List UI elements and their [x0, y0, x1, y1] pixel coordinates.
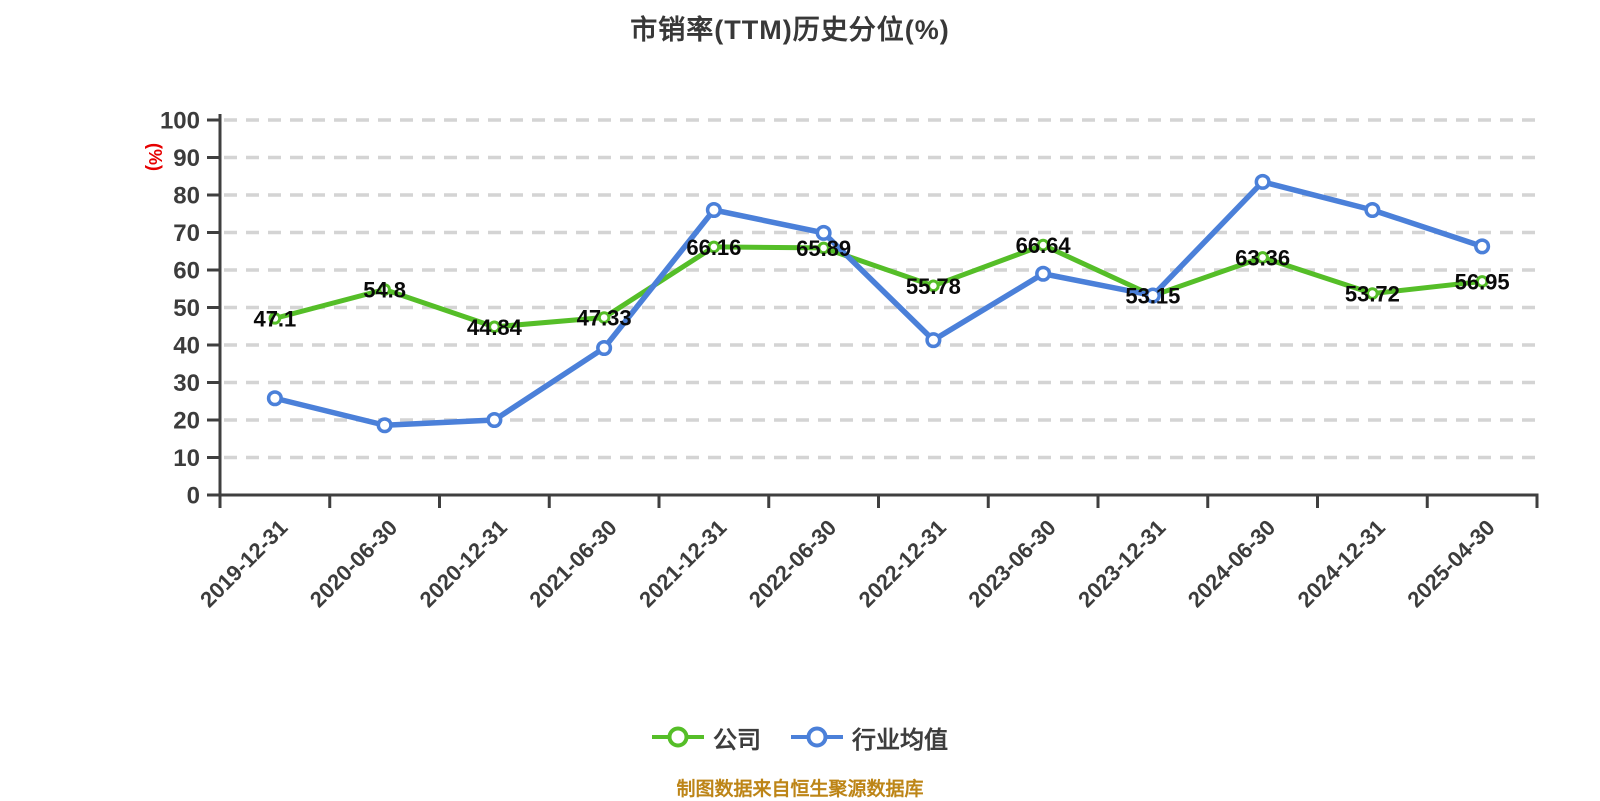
- y-axis-label: 50: [173, 295, 200, 322]
- data-label: 65.89: [796, 236, 851, 261]
- data-point-industry-average-10[interactable]: [1364, 201, 1381, 219]
- data-label: 47.1: [253, 306, 296, 331]
- data-label: 63.36: [1235, 245, 1290, 270]
- x-axis-label: 2024-12-31: [1293, 515, 1390, 612]
- x-axis-label: 2019-12-31: [195, 515, 292, 612]
- data-label: 54.8: [363, 278, 406, 303]
- y-axis-label: 30: [173, 370, 200, 397]
- legend-item-company[interactable]: 公司: [652, 720, 761, 755]
- legend-item-industry-average[interactable]: 行业均值: [791, 720, 948, 755]
- data-point-company-7[interactable]: [1036, 238, 1050, 252]
- series-line-company: [272, 242, 1485, 330]
- data-point-industry-average-11[interactable]: [1474, 238, 1491, 255]
- legend-line-marker-icon: [652, 726, 704, 748]
- data-label: 55.78: [906, 274, 961, 299]
- data-point-industry-average-2[interactable]: [486, 411, 503, 429]
- data-point-company-5[interactable]: [817, 241, 830, 255]
- x-axis-label: 2023-12-31: [1073, 515, 1170, 612]
- data-point-company-4[interactable]: [707, 240, 721, 254]
- x-axis-label: 2022-12-31: [854, 515, 951, 612]
- data-point-company-0[interactable]: [268, 312, 282, 325]
- data-point-industry-average-9[interactable]: [1254, 173, 1271, 190]
- data-point-company-9[interactable]: [1256, 251, 1269, 264]
- series-line-industry-average: [272, 179, 1485, 428]
- data-point-company-10[interactable]: [1366, 287, 1379, 300]
- x-axis-label: 2023-06-30: [963, 515, 1060, 612]
- data-point-industry-average-0[interactable]: [266, 390, 283, 407]
- y-axis-label: 60: [173, 258, 200, 285]
- data-point-company-2[interactable]: [488, 320, 501, 334]
- data-source-note: 制图数据来自恒生聚源数据库: [676, 779, 924, 800]
- y-axis-label: 70: [173, 220, 200, 247]
- y-axis-label: 40: [173, 333, 200, 360]
- data-label: 56.95: [1455, 269, 1510, 294]
- y-axis-label: 0: [187, 483, 200, 510]
- data-point-industry-average-4[interactable]: [705, 201, 722, 219]
- y-axis-label: 90: [173, 145, 200, 172]
- data-point-industry-average-3[interactable]: [596, 339, 613, 357]
- y-axis-label: 80: [173, 183, 200, 210]
- x-axis-label: 2022-06-30: [744, 515, 841, 612]
- x-axis-label: 2025-04-30: [1402, 515, 1499, 612]
- y-axis-label: 20: [173, 408, 200, 435]
- x-axis-label: 2021-12-31: [634, 515, 731, 612]
- data-point-industry-average-6[interactable]: [925, 332, 942, 349]
- data-label: 47.33: [577, 306, 632, 331]
- data-point-industry-average-1[interactable]: [376, 417, 393, 434]
- data-label: 44.84: [467, 315, 523, 340]
- legend-line-marker-icon: [791, 726, 843, 748]
- chart-title: 市销率(TTM)历史分位(%): [630, 15, 950, 45]
- data-point-company-6[interactable]: [927, 279, 940, 293]
- x-axis-label: 2024-06-30: [1183, 515, 1280, 612]
- data-point-industry-average-8[interactable]: [1144, 287, 1161, 304]
- data-label: 66.16: [686, 235, 741, 260]
- legend-item-label: 行业均值: [852, 726, 948, 754]
- y-axis-unit-label: (%): [145, 143, 165, 171]
- x-axis-label: 2021-06-30: [524, 515, 621, 612]
- data-label: 53.15: [1125, 284, 1180, 309]
- data-point-industry-average-5[interactable]: [815, 224, 832, 241]
- data-label: 66.64: [1016, 233, 1072, 258]
- x-axis-label: 2020-12-31: [415, 515, 512, 612]
- data-label: 53.72: [1345, 282, 1400, 307]
- data-point-company-1[interactable]: [378, 283, 391, 296]
- legend-item-label: 公司: [713, 726, 761, 754]
- y-axis-label: 10: [173, 445, 200, 472]
- data-point-company-11[interactable]: [1475, 275, 1489, 288]
- x-axis-label: 2020-06-30: [305, 515, 402, 612]
- data-point-company-3[interactable]: [597, 311, 611, 324]
- y-axis-label: 100: [160, 108, 200, 135]
- data-point-industry-average-7[interactable]: [1035, 265, 1052, 282]
- legend: 公司 行业均值: [0, 718, 1600, 756]
